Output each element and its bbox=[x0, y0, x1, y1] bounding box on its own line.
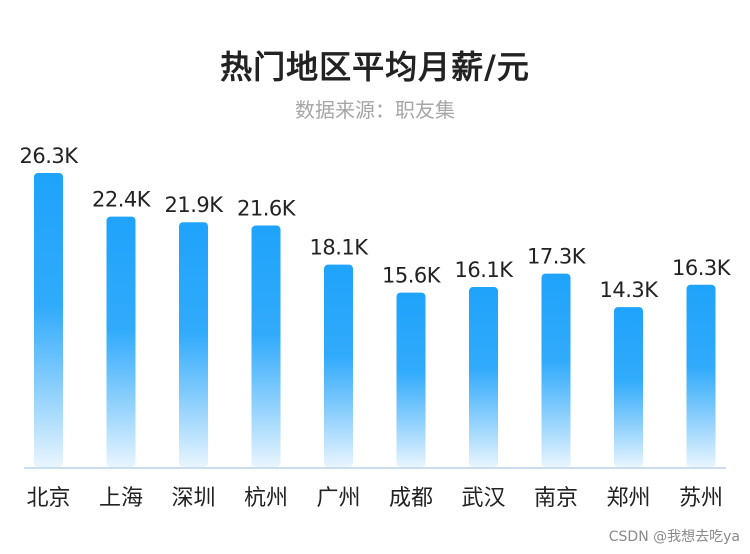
x-tick-label: 深圳 bbox=[171, 486, 215, 511]
x-tick-label: 郑州 bbox=[606, 486, 650, 511]
labels-layer: 26.3K 北京 22.4K 上海 21.9K 深圳 21.6K 杭州 18.1K 广州 15.6K… bbox=[19, 144, 732, 511]
bar-深圳 bbox=[179, 222, 208, 467]
bar-value-label: 21.9K bbox=[164, 193, 224, 217]
x-tick-label: 苏州 bbox=[679, 486, 723, 511]
bars-layer bbox=[34, 173, 716, 467]
bar-value-label: 14.3K bbox=[599, 278, 659, 302]
x-tick-label: 成都 bbox=[389, 486, 433, 511]
bar-value-label: 16.1K bbox=[454, 258, 514, 282]
bar-北京 bbox=[34, 173, 63, 467]
bar-value-label: 21.6K bbox=[237, 197, 297, 221]
x-tick-label: 上海 bbox=[99, 486, 143, 511]
chart-title: 热门地区平均月薪/元 bbox=[220, 48, 530, 86]
x-tick-label: 南京 bbox=[534, 486, 578, 511]
bar-武汉 bbox=[469, 287, 498, 467]
chart-subtitle: 数据来源：职友集 bbox=[295, 98, 455, 122]
x-tick-label: 杭州 bbox=[244, 486, 288, 511]
bar-value-label: 16.3K bbox=[672, 256, 732, 280]
x-tick-label: 广州 bbox=[316, 486, 360, 511]
bar-value-label: 22.4K bbox=[92, 188, 152, 212]
bar-value-label: 26.3K bbox=[19, 144, 79, 168]
x-tick-label: 北京 bbox=[26, 486, 70, 511]
bar-苏州 bbox=[686, 284, 716, 467]
x-tick-label: 武汉 bbox=[461, 486, 505, 511]
bar-上海 bbox=[106, 216, 136, 467]
bar-广州 bbox=[324, 264, 353, 467]
bar-成都 bbox=[396, 292, 426, 467]
bar-郑州 bbox=[614, 307, 643, 467]
bar-value-label: 15.6K bbox=[382, 264, 442, 288]
bar-杭州 bbox=[251, 225, 281, 467]
watermark-text: CSDN @我想去吃ya bbox=[608, 529, 740, 545]
bar-南京 bbox=[541, 273, 571, 467]
bar-value-label: 18.1K bbox=[309, 236, 369, 260]
bar-value-label: 17.3K bbox=[527, 245, 587, 269]
